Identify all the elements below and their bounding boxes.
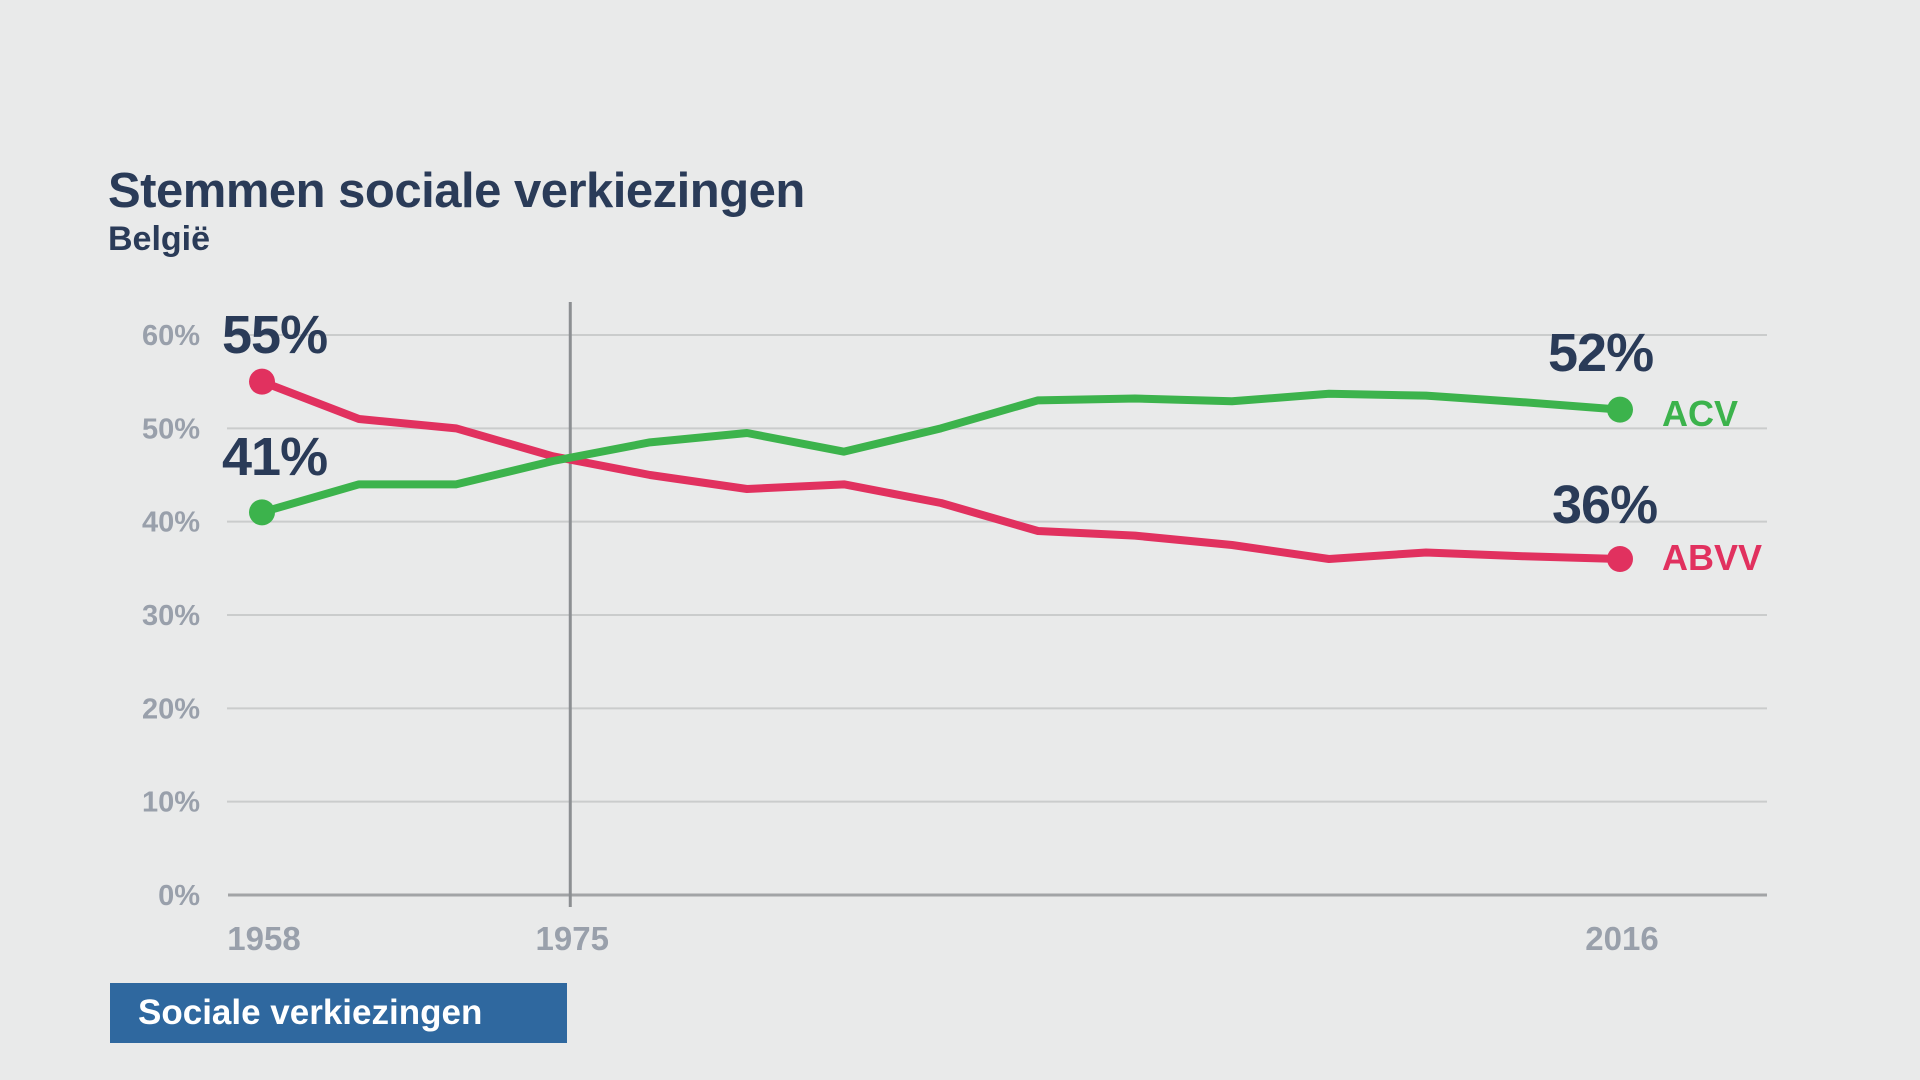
x-axis-label-1975: 1975 (536, 920, 609, 957)
abvv-end-value-label: 36% (1552, 475, 1658, 535)
x-axis-label-1958: 1958 (227, 920, 300, 957)
x-axis-label-2016: 2016 (1585, 920, 1658, 957)
abvv-series-label: ABVV (1662, 537, 1763, 578)
series-dot-acv-start (249, 499, 275, 526)
y-axis-label-20%: 20% (142, 693, 200, 725)
abvv-start-value-label: 55% (222, 305, 328, 365)
y-axis-label-60%: 60% (142, 320, 200, 352)
series-dot-abvv-end (1607, 546, 1633, 572)
chart-subtitle: België (108, 220, 211, 258)
acv-series-label: ACV (1662, 393, 1739, 434)
source-topic-badge-label: Sociale verkiezingen (138, 993, 483, 1032)
y-axis-label-30%: 30% (142, 600, 200, 632)
acv-end-value-label: 52% (1548, 323, 1654, 383)
y-axis-label-0%: 0% (158, 880, 200, 912)
y-axis-label-50%: 50% (142, 413, 200, 445)
y-axis-label-10%: 10% (142, 787, 200, 819)
source-topic-badge: Sociale verkiezingen (110, 983, 567, 1043)
chart-title: Stemmen sociale verkiezingen (108, 164, 805, 218)
y-axis-label-40%: 40% (142, 507, 200, 539)
series-line-abvv (258, 377, 1624, 563)
acv-start-value-label: 41% (222, 427, 328, 487)
series-dot-acv-end (1607, 396, 1633, 423)
series-line-acv (258, 389, 1624, 517)
series-dot-abvv-start (249, 368, 275, 395)
